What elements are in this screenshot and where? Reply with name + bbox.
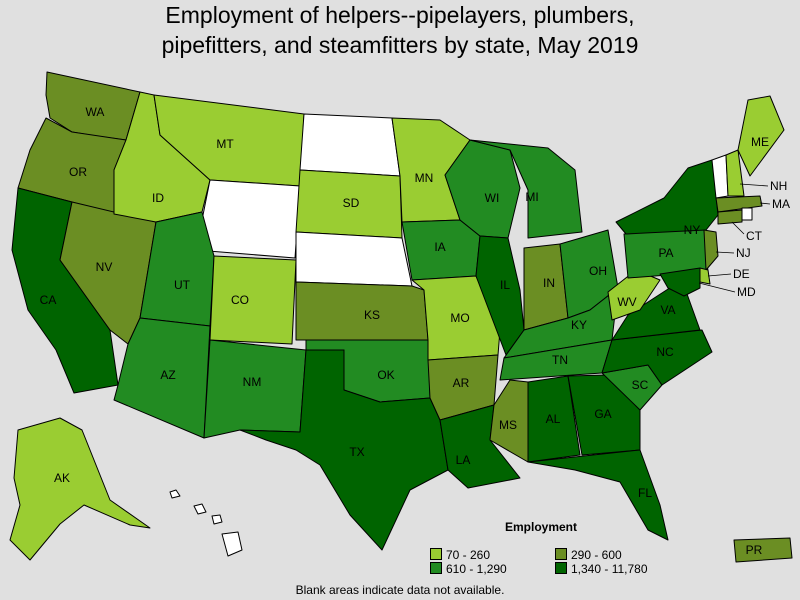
state-label-il: IL bbox=[500, 278, 510, 292]
state-label-nv: NV bbox=[96, 260, 113, 274]
state-ma bbox=[715, 195, 763, 213]
state-label-ga: GA bbox=[594, 407, 611, 421]
state-label-tx: TX bbox=[349, 445, 364, 459]
legend-label-3: 610 - 1,290 bbox=[446, 562, 507, 576]
state-label-ma: MA bbox=[772, 197, 790, 211]
state-az bbox=[113, 317, 211, 439]
legend-item-4: 1,340 - 11,780 bbox=[555, 562, 648, 576]
state-label-co: CO bbox=[231, 293, 249, 307]
state-me bbox=[737, 95, 785, 177]
state-nj bbox=[703, 229, 719, 271]
state-label-id: ID bbox=[152, 191, 164, 205]
state-label-or: OR bbox=[69, 165, 87, 179]
state-label-ut: UT bbox=[174, 278, 191, 292]
state-label-ny: NY bbox=[684, 223, 701, 237]
state-label-sc: SC bbox=[632, 378, 649, 392]
state-label-sd: SD bbox=[343, 196, 360, 210]
state-label-ct: CT bbox=[746, 229, 763, 243]
state-label-ar: AR bbox=[453, 376, 470, 390]
state-label-ok: OK bbox=[377, 368, 394, 382]
state-label-fl: FL bbox=[638, 486, 652, 500]
footnote: Blank areas indicate data not available. bbox=[295, 583, 505, 597]
state-nm bbox=[203, 339, 307, 439]
state-tx bbox=[239, 349, 449, 551]
state-ct bbox=[717, 209, 743, 225]
leader-line-ma bbox=[759, 202, 771, 205]
leader-line-nj bbox=[715, 251, 735, 254]
state-hi bbox=[169, 489, 243, 557]
state-label-md: MD bbox=[737, 285, 756, 299]
legend-item-1: 70 - 260 bbox=[430, 548, 490, 562]
state-label-al: AL bbox=[546, 412, 561, 426]
legend-label-4: 1,340 - 11,780 bbox=[571, 562, 648, 576]
state-label-de: DE bbox=[733, 267, 750, 281]
state-label-wa: WA bbox=[86, 105, 105, 119]
state-ri bbox=[741, 207, 753, 221]
legend-item-2: 290 - 600 bbox=[555, 548, 622, 562]
state-label-ia: IA bbox=[434, 240, 445, 254]
state-label-me: ME bbox=[751, 135, 769, 149]
state-label-mt: MT bbox=[216, 137, 234, 151]
state-shapes bbox=[9, 71, 793, 563]
leader-line-ct bbox=[731, 221, 745, 235]
state-ny bbox=[615, 159, 719, 235]
state-label-ks: KS bbox=[364, 308, 380, 322]
map-title: Employment of helpers--pipelayers, plumb… bbox=[0, 0, 800, 60]
state-label-mi: MI bbox=[525, 190, 538, 204]
legend-swatch-2 bbox=[555, 548, 567, 560]
leader-line-md bbox=[698, 282, 736, 293]
state-pr bbox=[733, 537, 793, 563]
legend-swatch-4 bbox=[555, 562, 567, 574]
state-label-ms: MS bbox=[499, 418, 517, 432]
map-title-line-1: Employment of helpers--pipelayers, plumb… bbox=[165, 2, 635, 28]
state-label-nc: NC bbox=[656, 345, 674, 359]
state-fl bbox=[527, 449, 669, 541]
state-label-oh: OH bbox=[589, 264, 607, 278]
state-ne bbox=[295, 231, 413, 287]
state-nd bbox=[299, 113, 401, 177]
state-ak bbox=[9, 417, 151, 561]
state-label-nm: NM bbox=[243, 375, 262, 389]
state-label-wi: WI bbox=[485, 191, 500, 205]
state-labels: WA OR CA NV ID MT UT AZ CO NM SD KS OK TX MN IA MO AR LA WI… bbox=[40, 105, 790, 557]
state-nh bbox=[725, 149, 745, 197]
state-label-tn: TN bbox=[552, 353, 568, 367]
state-mi bbox=[469, 139, 583, 239]
state-label-nj: NJ bbox=[736, 246, 751, 260]
state-al bbox=[527, 375, 581, 463]
state-label-wv: WV bbox=[617, 295, 636, 309]
state-label-ak: AK bbox=[54, 471, 70, 485]
state-ga bbox=[567, 374, 641, 456]
state-label-va: VA bbox=[660, 303, 675, 317]
leader-line-nh bbox=[739, 183, 769, 187]
legend-swatch-3 bbox=[430, 562, 442, 574]
state-nc bbox=[601, 329, 713, 386]
legend-label-2: 290 - 600 bbox=[571, 548, 622, 562]
state-label-nh: NH bbox=[770, 179, 787, 193]
state-label-mn: MN bbox=[415, 171, 434, 185]
state-md bbox=[659, 267, 701, 297]
state-label-in: IN bbox=[543, 276, 555, 290]
state-label-ca: CA bbox=[40, 293, 57, 307]
legend-title: Employment bbox=[505, 520, 578, 534]
legend-swatch-1 bbox=[430, 548, 442, 560]
state-label-ky: KY bbox=[571, 318, 587, 332]
state-ks bbox=[295, 281, 429, 341]
label-leader-lines bbox=[698, 183, 771, 293]
state-label-la: LA bbox=[456, 453, 471, 467]
state-label-mo: MO bbox=[450, 311, 469, 325]
state-label-pa: PA bbox=[658, 246, 673, 260]
legend-item-3: 610 - 1,290 bbox=[430, 562, 507, 576]
map-title-line-2: pipefitters, and steamfitters by state, … bbox=[161, 32, 639, 58]
state-co bbox=[209, 255, 297, 345]
state-label-pr: PR bbox=[746, 543, 763, 557]
leader-line-de bbox=[707, 273, 732, 277]
legend-label-1: 70 - 260 bbox=[446, 548, 491, 562]
state-label-az: AZ bbox=[160, 368, 175, 382]
